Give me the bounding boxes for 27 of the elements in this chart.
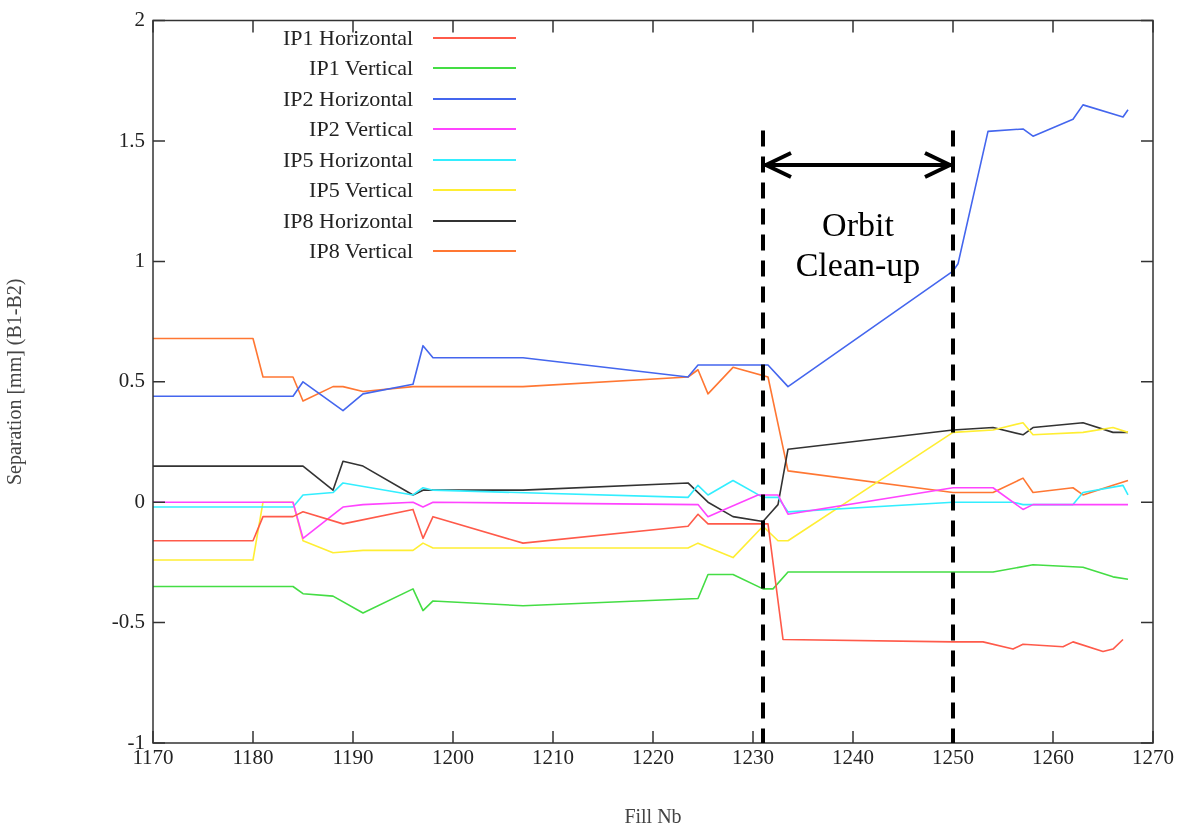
x-tick-label: 1180: [232, 745, 274, 770]
x-tick-label: 1210: [532, 745, 574, 770]
legend-label: IP2 Vertical: [309, 115, 414, 144]
y-tick-label: -0.5: [111, 609, 145, 634]
legend-label: IP1 Vertical: [309, 54, 414, 83]
y-tick-label: 2: [134, 7, 145, 32]
legend-label: IP5 Horizontal: [283, 145, 414, 174]
legend-label: IP8 Horizontal: [283, 206, 414, 235]
legend-label: IP5 Vertical: [309, 176, 414, 205]
x-tick-label: 1220: [632, 745, 674, 770]
legend-label: IP8 Vertical: [309, 237, 414, 266]
legend-label: IP2 Horizontal: [283, 84, 414, 113]
y-axis-title: Separation [mm] (B1-B2): [3, 278, 27, 486]
y-tick-label: 1: [134, 247, 145, 272]
x-tick-label: 1190: [332, 745, 374, 770]
x-tick-label: 1230: [732, 745, 774, 770]
x-tick-label: 1260: [1032, 745, 1074, 770]
x-tick-label: 1270: [1132, 745, 1174, 770]
y-tick-label: 0: [134, 488, 145, 513]
x-tick-label: 1200: [432, 745, 474, 770]
legend-label: IP1 Horizontal: [283, 23, 414, 52]
x-tick-label: 1250: [932, 745, 974, 770]
y-tick-label: 0.5: [118, 368, 145, 393]
x-tick-label: 1240: [832, 745, 874, 770]
x-axis-title: Fill Nb: [624, 805, 682, 828]
annotation: Orbit Clean-up: [794, 205, 922, 286]
y-tick-label: 1.5: [118, 127, 145, 152]
